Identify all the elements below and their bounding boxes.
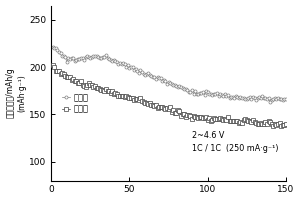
磷酸锂 [268,100,272,103]
磷酸锂 [182,88,186,90]
无添加 [182,113,186,116]
磷酸锂 [143,74,147,76]
无添加 [284,123,288,125]
Y-axis label: 放电比容量/mAh/g
(mAh·g⁻¹): 放电比容量/mAh/g (mAh·g⁻¹) [6,68,26,118]
磷酸锂 [212,92,216,95]
无添加 [243,118,247,120]
Text: 2~4.6 V
1C / 1C  (250 mA·g⁻¹): 2~4.6 V 1C / 1C (250 mA·g⁻¹) [192,131,278,153]
磷酸锂 [284,97,288,100]
无添加 [128,97,131,99]
磷酸锂 [243,98,247,100]
无添加 [212,117,216,119]
无添加 [173,112,177,114]
无添加 [279,125,283,127]
Line: 磷酸锂: 磷酸锂 [51,45,287,103]
磷酸锂 [51,45,55,48]
无添加 [51,64,55,66]
无添加 [143,102,147,104]
磷酸锂 [128,66,131,69]
Line: 无添加: 无添加 [51,64,287,128]
Legend: 磷酸锂, 无添加: 磷酸锂, 无添加 [60,92,90,115]
磷酸锂 [173,83,177,86]
